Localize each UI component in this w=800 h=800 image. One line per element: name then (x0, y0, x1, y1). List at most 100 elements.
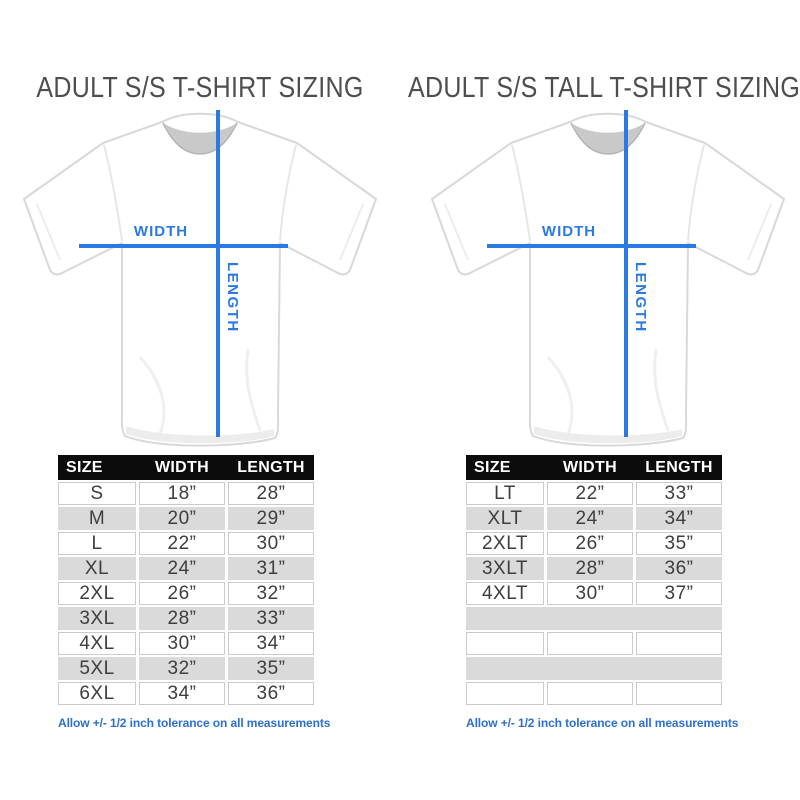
table-row: 4XL 30” 34” (58, 632, 314, 655)
tshirt-wrinkle-1 (546, 355, 574, 435)
table-cell: M (58, 507, 136, 530)
table-row: 2XL 26” 32” (58, 582, 314, 605)
table-cell: 2XLT (466, 532, 544, 555)
width-measure-line (79, 244, 288, 248)
table-cell: 31” (228, 557, 314, 580)
table-cell: 30” (547, 582, 633, 605)
table-cell: 20” (139, 507, 225, 530)
table-cell: 4XL (58, 632, 136, 655)
table-cell (466, 682, 544, 705)
panel-title: ADULT S/S T-SHIRT SIZING (36, 71, 364, 105)
table-row: 6XL 34” 36” (58, 682, 314, 705)
empty-row (466, 607, 722, 630)
table-cell: 5XL (58, 657, 136, 680)
header-width: WIDTH (155, 458, 209, 476)
table-cell: 32” (228, 582, 314, 605)
table-row: XLT 24” 34” (466, 507, 722, 530)
table-cell: 28” (547, 557, 633, 580)
table-cell (636, 632, 722, 655)
length-label: LENGTH (224, 262, 241, 333)
tshirt-cuff-right (339, 203, 364, 261)
table-cell: 30” (139, 632, 225, 655)
shirt-diagram: WIDTH LENGTH (0, 107, 400, 449)
table-cell (547, 682, 633, 705)
table-cell: 36” (636, 557, 722, 580)
table-cell: 2XL (58, 582, 136, 605)
table-header: SIZE WIDTH LENGTH (466, 455, 722, 480)
tshirt-image (431, 112, 785, 447)
empty-row (466, 632, 722, 655)
table-cell: 32” (139, 657, 225, 680)
table-row: XL 24” 31” (58, 557, 314, 580)
tshirt-body (431, 112, 785, 447)
tshirt-body (23, 112, 377, 447)
tshirt-cuff-right (747, 203, 772, 261)
table-cell: 18” (139, 482, 225, 505)
table-body: S 18” 28” M 20” 29” L 22” 30” XL 24” 31” 2XL 26” 32” 3X… (58, 482, 314, 705)
empty-row (466, 657, 722, 680)
tolerance-note: Allow +/- 1/2 inch tolerance on all meas… (58, 716, 331, 730)
table-row: 2XLT 26” 35” (466, 532, 722, 555)
tshirt-image (23, 112, 377, 447)
table-cell (547, 632, 633, 655)
table-cell: 6XL (58, 682, 136, 705)
table-cell: 36” (228, 682, 314, 705)
header-width: WIDTH (563, 458, 617, 476)
table-cell: 4XLT (466, 582, 544, 605)
tshirt-collar-band (162, 122, 238, 155)
table-cell: 24” (139, 557, 225, 580)
header-length: LENGTH (645, 458, 713, 476)
header-length: LENGTH (237, 458, 305, 476)
table-cell: 34” (139, 682, 225, 705)
length-label: LENGTH (632, 262, 649, 333)
tshirt-wrinkle-2 (653, 348, 670, 432)
table-cell: 26” (139, 582, 225, 605)
table-row: 4XLT 30” 37” (466, 582, 722, 605)
table-cell: 34” (636, 507, 722, 530)
table-cell: L (58, 532, 136, 555)
panel-title: ADULT S/S TALL T-SHIRT SIZING (408, 71, 800, 105)
length-measure-line (624, 110, 628, 437)
table-cell: 3XLT (466, 557, 544, 580)
empty-row (466, 682, 722, 705)
tshirt-wrinkle-2 (245, 348, 262, 432)
header-size: SIZE (474, 458, 511, 476)
table-cell: 35” (228, 657, 314, 680)
table-cell (466, 632, 544, 655)
table-cell: 33” (228, 607, 314, 630)
tshirt-collar-band (570, 122, 646, 155)
table-row: S 18” 28” (58, 482, 314, 505)
table-cell: 34” (228, 632, 314, 655)
tshirt-cuff-left (444, 203, 469, 261)
sizing-charts: ADULT S/S T-SHIRT SIZING WIDTH LENGTH SI (0, 0, 800, 730)
shirt-diagram: WIDTH LENGTH (408, 107, 800, 449)
table-cell: XL (58, 557, 136, 580)
size-table: SIZE WIDTH LENGTH S 18” 28” M 20” 29” L 22” 30” X… (58, 455, 314, 705)
tshirt-hem-shadow (126, 426, 274, 444)
panel-tall-sizing: ADULT S/S TALL T-SHIRT SIZING WIDTH LENG… (400, 0, 800, 730)
tshirt-wrinkle-1 (138, 355, 166, 435)
table-cell: 29” (228, 507, 314, 530)
table-cell: LT (466, 482, 544, 505)
table-cell: 28” (139, 607, 225, 630)
table-cell: 22” (139, 532, 225, 555)
tshirt-cuff-left (36, 203, 61, 261)
table-row: M 20” 29” (58, 507, 314, 530)
table-cell: XLT (466, 507, 544, 530)
table-cell: 26” (547, 532, 633, 555)
panel-regular-sizing: ADULT S/S T-SHIRT SIZING WIDTH LENGTH SI (0, 0, 400, 730)
table-cell: 24” (547, 507, 633, 530)
tshirt-seam-left (103, 144, 123, 242)
width-label: WIDTH (133, 223, 189, 240)
table-row: 5XL 32” 35” (58, 657, 314, 680)
tshirt-seam-right (279, 144, 297, 242)
table-cell: 37” (636, 582, 722, 605)
table-row: L 22” 30” (58, 532, 314, 555)
table-cell: 3XL (58, 607, 136, 630)
size-table: SIZE WIDTH LENGTH LT 22” 33” XLT 24” 34” 2XLT 2… (466, 455, 722, 705)
table-row: LT 22” 33” (466, 482, 722, 505)
length-measure-line (216, 110, 220, 437)
width-measure-line (487, 244, 696, 248)
table-body: LT 22” 33” XLT 24” 34” 2XLT 26” 35” 3XLT 28” 36” 4XL… (466, 482, 722, 705)
tolerance-note: Allow +/- 1/2 inch tolerance on all meas… (466, 716, 739, 730)
